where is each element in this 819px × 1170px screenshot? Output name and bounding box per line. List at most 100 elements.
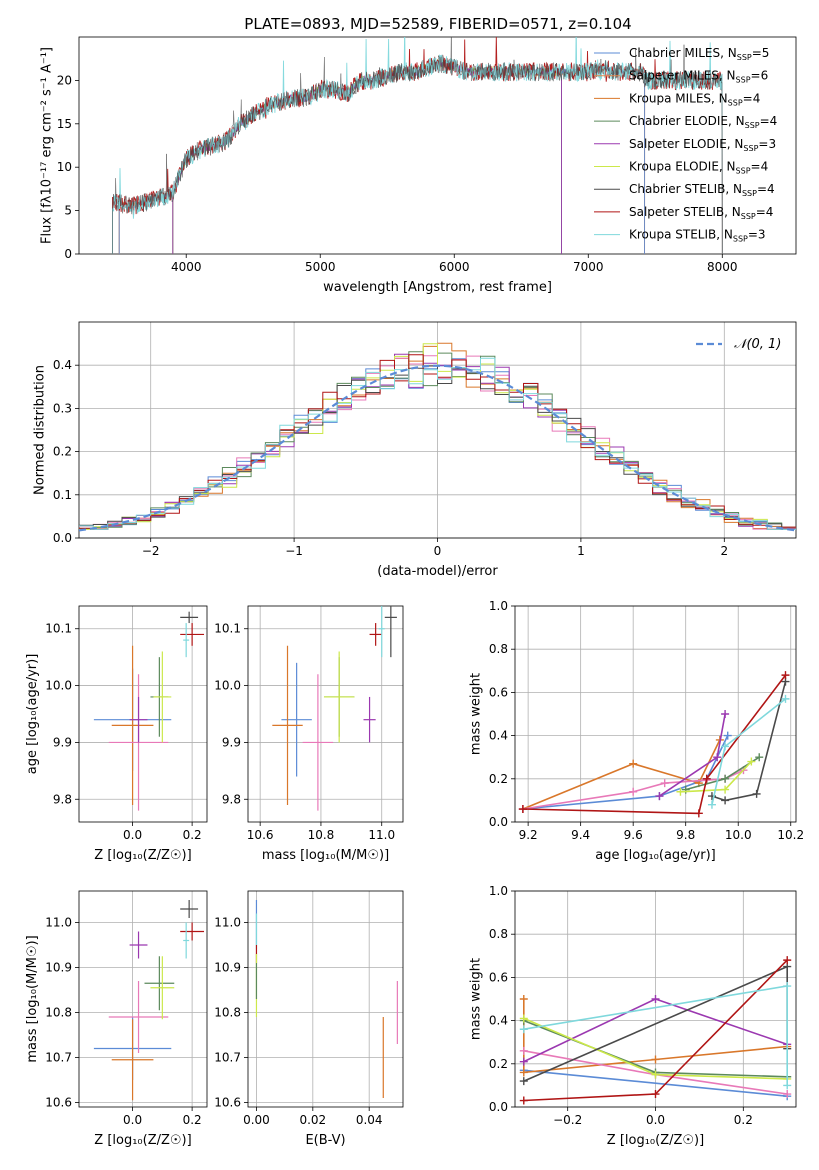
y-tick-label: 1.0 [489, 599, 508, 613]
y-tick-label: 10.7 [45, 1051, 72, 1065]
series-marker [676, 787, 685, 796]
series-marker [629, 787, 638, 796]
series-marker [702, 774, 711, 783]
panel-8: −0.2 0.0 0.2 0.0 0.2 0.4 0.6 0.8 1.0 Z [log₁₀(Z/Z… [468, 884, 797, 1148]
series-line [711, 698, 786, 805]
y-axis-label: mass weight [468, 958, 483, 1040]
x-tick-label: 0.2 [734, 1113, 753, 1127]
spectrum-series-line [172, 59, 562, 254]
axes-frame [78, 605, 208, 823]
y-tick-label: 1.0 [489, 884, 508, 898]
x-tick-label: 2 [720, 544, 728, 558]
series-marker [519, 1077, 528, 1086]
panel-2: −2 −1 0 1 2 0.0 0.1 0.2 0.3 0.4 (data-model)/error… [32, 321, 797, 579]
x-axis-label: (data-model)/error [377, 564, 498, 579]
x-tick-label: 9.4 [571, 828, 590, 842]
y-tick-label: 11.0 [45, 916, 72, 930]
y-tick-label: 9.9 [53, 735, 72, 749]
y-tick-label: 10.6 [45, 1096, 72, 1110]
series-marker [721, 785, 730, 794]
x-tick-label: 10.2 [777, 828, 804, 842]
y-tick-label: 0.0 [489, 815, 508, 829]
x-axis-label: Z [log₁₀(Z/Z☉)] [94, 848, 191, 863]
y-axis-label: Flux [fλ10⁻¹⁷ erg cm⁻² s⁻¹ A⁻¹] [40, 47, 55, 244]
series-line [523, 1069, 788, 1097]
series-line [522, 735, 729, 810]
x-axis-label: wavelength [Angstrom, rest frame] [323, 280, 552, 295]
series-line [522, 739, 721, 810]
x-tick-label: 10.6 [247, 828, 274, 842]
y-tick-label: 10.0 [45, 679, 72, 693]
y-tick-label: 20 [57, 73, 72, 87]
series-marker [781, 694, 790, 703]
y-tick-label: 0.6 [489, 685, 508, 699]
plot-area [112, 37, 723, 254]
y-tick-label: 9.9 [222, 735, 241, 749]
y-tick-label: 10.7 [214, 1051, 241, 1065]
series-marker [519, 1014, 528, 1023]
series-marker [723, 731, 732, 740]
x-tick-label: 0.0 [646, 1113, 665, 1127]
x-tick-label: −0.2 [553, 1113, 582, 1127]
y-tick-label: 10.0 [214, 679, 241, 693]
axes-frame [514, 890, 797, 1108]
x-tick-label: 0.2 [183, 1113, 202, 1127]
axes-frame [514, 605, 797, 823]
x-tick-label: 5000 [305, 260, 336, 274]
y-tick-label: 0.4 [489, 1014, 508, 1028]
axes-frame [78, 36, 797, 255]
x-tick-label: 0.02 [299, 1113, 326, 1127]
legend-entry: Chabrier MILES, NSSP=5 [629, 46, 769, 62]
x-axis-label: E(B-V) [305, 1133, 345, 1148]
legend-entry: 𝒩(0, 1) [734, 337, 781, 352]
axes-frame [78, 890, 208, 1108]
plot-area [519, 956, 792, 1105]
x-tick-label: 0 [434, 544, 442, 558]
spectrum-series-line [172, 59, 562, 254]
series-marker [713, 753, 722, 762]
spectrum-series-line [172, 58, 562, 254]
series-marker [721, 710, 730, 718]
series-marker [783, 956, 792, 965]
x-axis-label: age [log₁₀(age/yr)] [595, 848, 716, 863]
y-tick-label: 10.8 [45, 1006, 72, 1020]
legend-entry: Kroupa MILES, NSSP=4 [629, 91, 760, 107]
y-axis-label: mass [log₁₀(M/M☉)] [25, 935, 40, 1062]
series-marker [660, 779, 669, 788]
plot-area [93, 611, 205, 811]
series-marker [747, 757, 756, 766]
figure-title: PLATE=0893, MJD=52589, FIBERID=0571, z=0… [244, 15, 631, 33]
y-axis-label: mass weight [468, 673, 483, 755]
legend-entry: Kroupa ELODIE, NSSP=4 [629, 160, 768, 176]
series-marker [781, 671, 790, 680]
x-tick-label: 0.00 [243, 1113, 270, 1127]
legend-entry: Salpeter MILES, NSSP=6 [629, 69, 768, 85]
legend-entry: Chabrier ELODIE, NSSP=4 [629, 114, 777, 130]
legend-entry: Salpeter STELIB, NSSP=4 [629, 205, 773, 221]
y-tick-label: 10.1 [214, 622, 241, 636]
series-marker [519, 1046, 528, 1055]
x-tick-label: 0.04 [356, 1113, 383, 1127]
panel-5: 9.2 9.4 9.6 9.8 10.0 10.2 0.0 0.2 0.4 0.6 0.8 1.0 ag… [468, 599, 804, 863]
x-tick-label: 0.0 [123, 828, 142, 842]
y-tick-label: 9.8 [222, 792, 241, 806]
x-tick-label: −1 [285, 544, 303, 558]
series-marker [651, 1070, 660, 1079]
y-tick-label: 10.8 [214, 1006, 241, 1020]
y-tick-label: 9.8 [53, 792, 72, 806]
series-marker [519, 1068, 528, 1077]
x-tick-label: 9.8 [676, 828, 695, 842]
series-marker [651, 995, 660, 1003]
histogram-series-step [79, 343, 796, 530]
panel-1: 4000 5000 6000 7000 8000 0 5 10 15 20 wavelength [… [40, 36, 797, 295]
x-tick-label: −2 [142, 544, 160, 558]
x-axis-label: mass [log₁₀(M/M☉)] [262, 848, 389, 863]
series-marker [651, 1090, 660, 1099]
normal-pdf-line [79, 364, 796, 532]
x-tick-label: 6000 [439, 260, 470, 274]
series-marker [707, 800, 716, 809]
legend-entry: Chabrier STELIB, NSSP=4 [629, 182, 775, 198]
y-tick-label: 0.1 [53, 488, 72, 502]
